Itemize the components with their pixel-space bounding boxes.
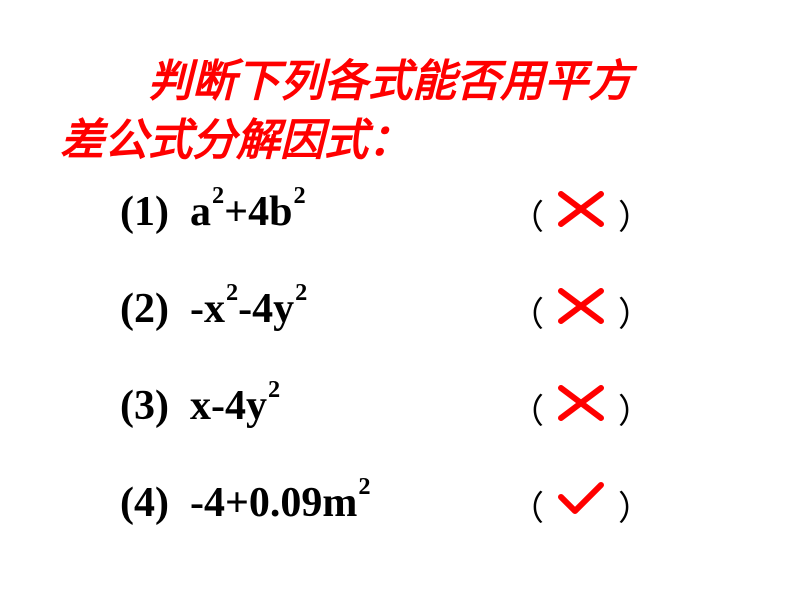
paren-left: （	[510, 287, 544, 336]
expr-part: -x	[190, 285, 225, 333]
problem-number: (1)	[120, 188, 169, 236]
expr-part: +4b	[224, 188, 292, 236]
paren-right: ）	[618, 190, 652, 239]
problem-row: (4) -4+0.09m 2	[120, 479, 371, 576]
header-line-1: 判断下列各式能否用平方	[60, 52, 734, 111]
superscript: 2	[293, 182, 305, 210]
problem-row: (1) a 2 +4b 2	[120, 188, 371, 285]
superscript: 2	[358, 473, 370, 501]
problem-3-expression: (3) x-4y 2	[120, 382, 280, 430]
problem-row: (2) -x 2 -4y 2	[120, 285, 371, 382]
expr-part: -4y	[238, 285, 294, 333]
expr-spacer	[169, 382, 190, 430]
superscript: 2	[268, 376, 280, 404]
problems-list: (1) a 2 +4b 2 (2) -x 2 -4y 2 (3) x-4y 2	[120, 188, 371, 576]
problem-number: (2)	[120, 285, 169, 333]
problem-number: (3)	[120, 382, 169, 430]
problem-4-expression: (4) -4+0.09m 2	[120, 479, 371, 527]
paren-left: （	[510, 481, 544, 530]
paren-right: ）	[618, 287, 652, 336]
expr-spacer	[169, 479, 190, 527]
paren-right: ）	[618, 481, 652, 530]
header-line-2: 差公式分解因式：	[60, 111, 734, 170]
answer-row: （ ）	[510, 190, 652, 287]
paren-left: （	[510, 190, 544, 239]
problem-row: (3) x-4y 2	[120, 382, 371, 479]
answers-list: （ ） （ ） （ ） （ ）	[510, 190, 652, 578]
expr-part: a	[190, 188, 211, 236]
answer-row: （ ）	[510, 384, 652, 481]
question-header: 判断下列各式能否用平方 差公式分解因式：	[60, 52, 734, 171]
problem-number: (4)	[120, 479, 169, 527]
paren-right: ）	[618, 384, 652, 433]
superscript: 2	[226, 279, 238, 307]
expr-spacer	[169, 285, 190, 333]
problem-2-expression: (2) -x 2 -4y 2	[120, 285, 307, 333]
answer-row: （ ）	[510, 481, 652, 578]
expr-part: -4+0.09m	[190, 479, 357, 527]
problem-1-expression: (1) a 2 +4b 2	[120, 188, 306, 236]
expr-part: x-4y	[190, 382, 267, 430]
superscript: 2	[212, 182, 224, 210]
paren-left: （	[510, 384, 544, 433]
superscript: 2	[295, 279, 307, 307]
expr-spacer	[169, 188, 190, 236]
answer-row: （ ）	[510, 287, 652, 384]
